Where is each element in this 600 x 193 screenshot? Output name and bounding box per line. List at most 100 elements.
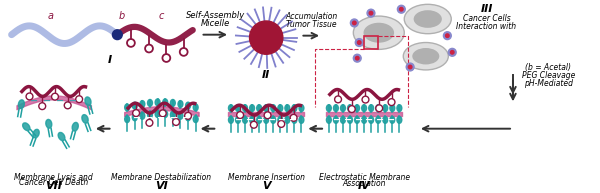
Ellipse shape [178,101,183,108]
Text: Cancer Cells: Cancer Cells [463,14,511,23]
Ellipse shape [133,102,137,109]
Ellipse shape [278,105,283,112]
Circle shape [446,34,449,37]
Ellipse shape [250,105,254,112]
Ellipse shape [326,105,331,112]
Text: pH-Mediated: pH-Mediated [524,79,573,88]
Ellipse shape [155,111,160,118]
Ellipse shape [369,116,374,123]
Ellipse shape [148,100,152,106]
Ellipse shape [326,116,331,123]
Circle shape [250,21,283,54]
Ellipse shape [193,104,198,111]
Circle shape [400,8,403,11]
Ellipse shape [257,116,262,123]
Ellipse shape [299,105,304,112]
Text: PEG Cleavage: PEG Cleavage [521,71,575,80]
Ellipse shape [353,16,404,49]
Text: VI: VI [155,181,168,191]
Circle shape [112,30,122,40]
Text: −: − [387,115,395,125]
Text: (b = Acetal): (b = Acetal) [525,63,571,72]
Ellipse shape [292,116,297,123]
Circle shape [163,54,170,62]
Circle shape [127,39,135,47]
Circle shape [52,93,58,100]
Ellipse shape [334,105,338,112]
Ellipse shape [250,116,254,123]
Ellipse shape [364,23,394,43]
Circle shape [443,32,451,40]
Text: Cancer Cell Death: Cancer Cell Death [19,179,88,187]
Circle shape [160,110,166,117]
Ellipse shape [271,105,275,112]
Ellipse shape [170,111,175,118]
Ellipse shape [341,105,346,112]
Text: Membrane Lysis and: Membrane Lysis and [14,173,93,182]
Ellipse shape [383,116,388,123]
Text: −: − [344,115,352,125]
Text: I: I [107,55,112,65]
Text: −: − [182,113,190,123]
Circle shape [409,65,412,69]
Circle shape [358,41,361,44]
Text: Self-Assembly: Self-Assembly [185,11,245,20]
Ellipse shape [376,116,380,123]
Text: −: − [246,115,254,125]
Ellipse shape [404,4,451,34]
Ellipse shape [355,105,359,112]
Ellipse shape [413,10,442,28]
Ellipse shape [19,100,25,109]
Ellipse shape [264,116,269,123]
Ellipse shape [257,105,262,112]
Ellipse shape [163,111,167,118]
Circle shape [448,48,456,56]
Ellipse shape [193,116,198,123]
Ellipse shape [397,116,402,123]
Ellipse shape [185,102,191,109]
Ellipse shape [347,105,352,112]
Text: b: b [119,11,125,21]
Ellipse shape [299,116,304,123]
Text: Accumulation: Accumulation [285,12,337,21]
Text: −: − [133,113,141,123]
Bar [364,36,378,49]
Ellipse shape [403,42,448,70]
Text: −: − [268,115,275,125]
Ellipse shape [133,114,137,121]
Ellipse shape [236,116,241,123]
Text: −: − [278,115,286,125]
Ellipse shape [140,112,145,119]
Ellipse shape [397,105,402,112]
Circle shape [173,119,179,125]
Text: Membrane Insertion: Membrane Insertion [227,173,305,182]
Ellipse shape [369,105,374,112]
Text: −: − [289,115,297,125]
Circle shape [349,106,355,113]
Ellipse shape [125,104,130,111]
Ellipse shape [390,116,395,123]
Text: Association: Association [343,179,386,188]
Ellipse shape [285,105,290,112]
Ellipse shape [82,115,88,123]
Text: c: c [159,11,164,21]
Ellipse shape [163,99,167,106]
Circle shape [451,51,454,54]
Text: Electrostatic Membrane: Electrostatic Membrane [319,173,410,182]
Circle shape [250,121,257,128]
Text: Tumor Tissue: Tumor Tissue [286,20,337,29]
Text: −: − [145,113,153,123]
Text: II: II [262,70,271,80]
Text: Membrane Destabilization: Membrane Destabilization [112,173,211,182]
Circle shape [362,96,369,103]
Ellipse shape [334,116,338,123]
Circle shape [76,96,83,103]
Text: −: − [157,113,166,123]
Text: a: a [48,11,54,21]
Circle shape [264,112,271,119]
Circle shape [355,39,363,47]
Ellipse shape [390,105,395,112]
Circle shape [388,99,395,106]
Ellipse shape [412,48,439,64]
Ellipse shape [264,105,269,112]
